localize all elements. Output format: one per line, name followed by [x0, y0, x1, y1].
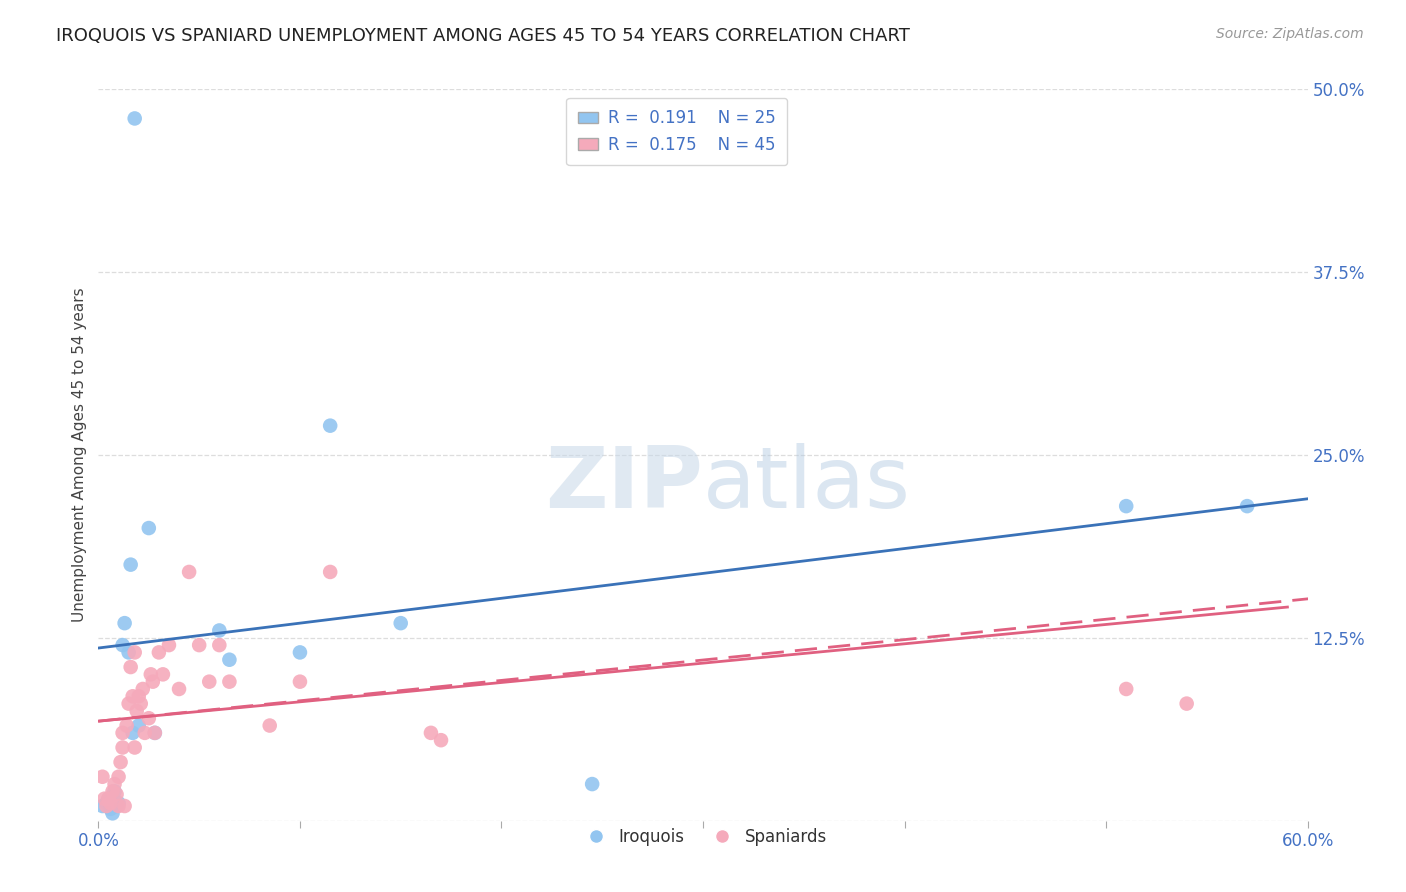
Point [118, 645, 141, 659]
Point [138, 711, 160, 725]
Point [128, 690, 150, 704]
Point [124, 112, 146, 126]
Point [107, 796, 129, 810]
Point [111, 638, 134, 652]
Point [107, 770, 129, 784]
Point [121, 726, 143, 740]
Point [1115, 499, 1137, 513]
Point [124, 645, 146, 659]
Point [208, 638, 231, 652]
Point [93, 791, 115, 805]
Point [115, 718, 138, 732]
Point [100, 802, 122, 816]
Point [259, 718, 281, 732]
Point [319, 565, 342, 579]
Point [319, 418, 342, 433]
Point [148, 645, 170, 659]
Point [208, 624, 231, 638]
Text: atlas: atlas [703, 442, 911, 525]
Point [129, 697, 152, 711]
Point [97, 791, 120, 805]
Point [139, 667, 162, 681]
Text: ZIP: ZIP [546, 442, 703, 525]
Point [120, 660, 142, 674]
Point [198, 674, 221, 689]
Point [114, 616, 136, 631]
Point [143, 726, 166, 740]
Point [120, 558, 142, 572]
Point [1236, 499, 1258, 513]
Point [218, 653, 240, 667]
Point [134, 726, 156, 740]
Point [118, 697, 141, 711]
Point [1175, 697, 1198, 711]
Point [103, 784, 125, 798]
Point [91, 770, 114, 784]
Text: Source: ZipAtlas.com: Source: ZipAtlas.com [1216, 27, 1364, 41]
Point [430, 733, 453, 747]
Point [96, 796, 118, 810]
Legend: Iroquois, Spaniards: Iroquois, Spaniards [572, 822, 834, 853]
Point [100, 796, 122, 810]
Point [101, 806, 124, 821]
Point [111, 726, 134, 740]
Point [581, 777, 603, 791]
Point [138, 521, 160, 535]
Point [97, 791, 120, 805]
Point [107, 799, 129, 814]
Point [167, 681, 190, 696]
Point [143, 726, 166, 740]
Point [132, 681, 155, 696]
Point [420, 726, 443, 740]
Point [1115, 681, 1137, 696]
Point [91, 799, 114, 814]
Point [121, 690, 143, 704]
Point [125, 704, 148, 718]
Point [157, 638, 180, 652]
Point [111, 740, 134, 755]
Point [114, 799, 136, 814]
Point [288, 645, 311, 659]
Point [103, 777, 125, 791]
Point [128, 718, 150, 732]
Y-axis label: Unemployment Among Ages 45 to 54 years: Unemployment Among Ages 45 to 54 years [72, 287, 87, 623]
Point [96, 799, 118, 814]
Point [124, 740, 146, 755]
Text: IROQUOIS VS SPANIARD UNEMPLOYMENT AMONG AGES 45 TO 54 YEARS CORRELATION CHART: IROQUOIS VS SPANIARD UNEMPLOYMENT AMONG … [56, 27, 910, 45]
Point [218, 674, 240, 689]
Point [105, 787, 128, 801]
Point [389, 616, 412, 631]
Point [105, 799, 128, 814]
Point [179, 565, 201, 579]
Point [288, 674, 311, 689]
Point [152, 667, 174, 681]
Point [142, 674, 165, 689]
Point [101, 784, 124, 798]
Point [188, 638, 211, 652]
Point [110, 755, 132, 769]
